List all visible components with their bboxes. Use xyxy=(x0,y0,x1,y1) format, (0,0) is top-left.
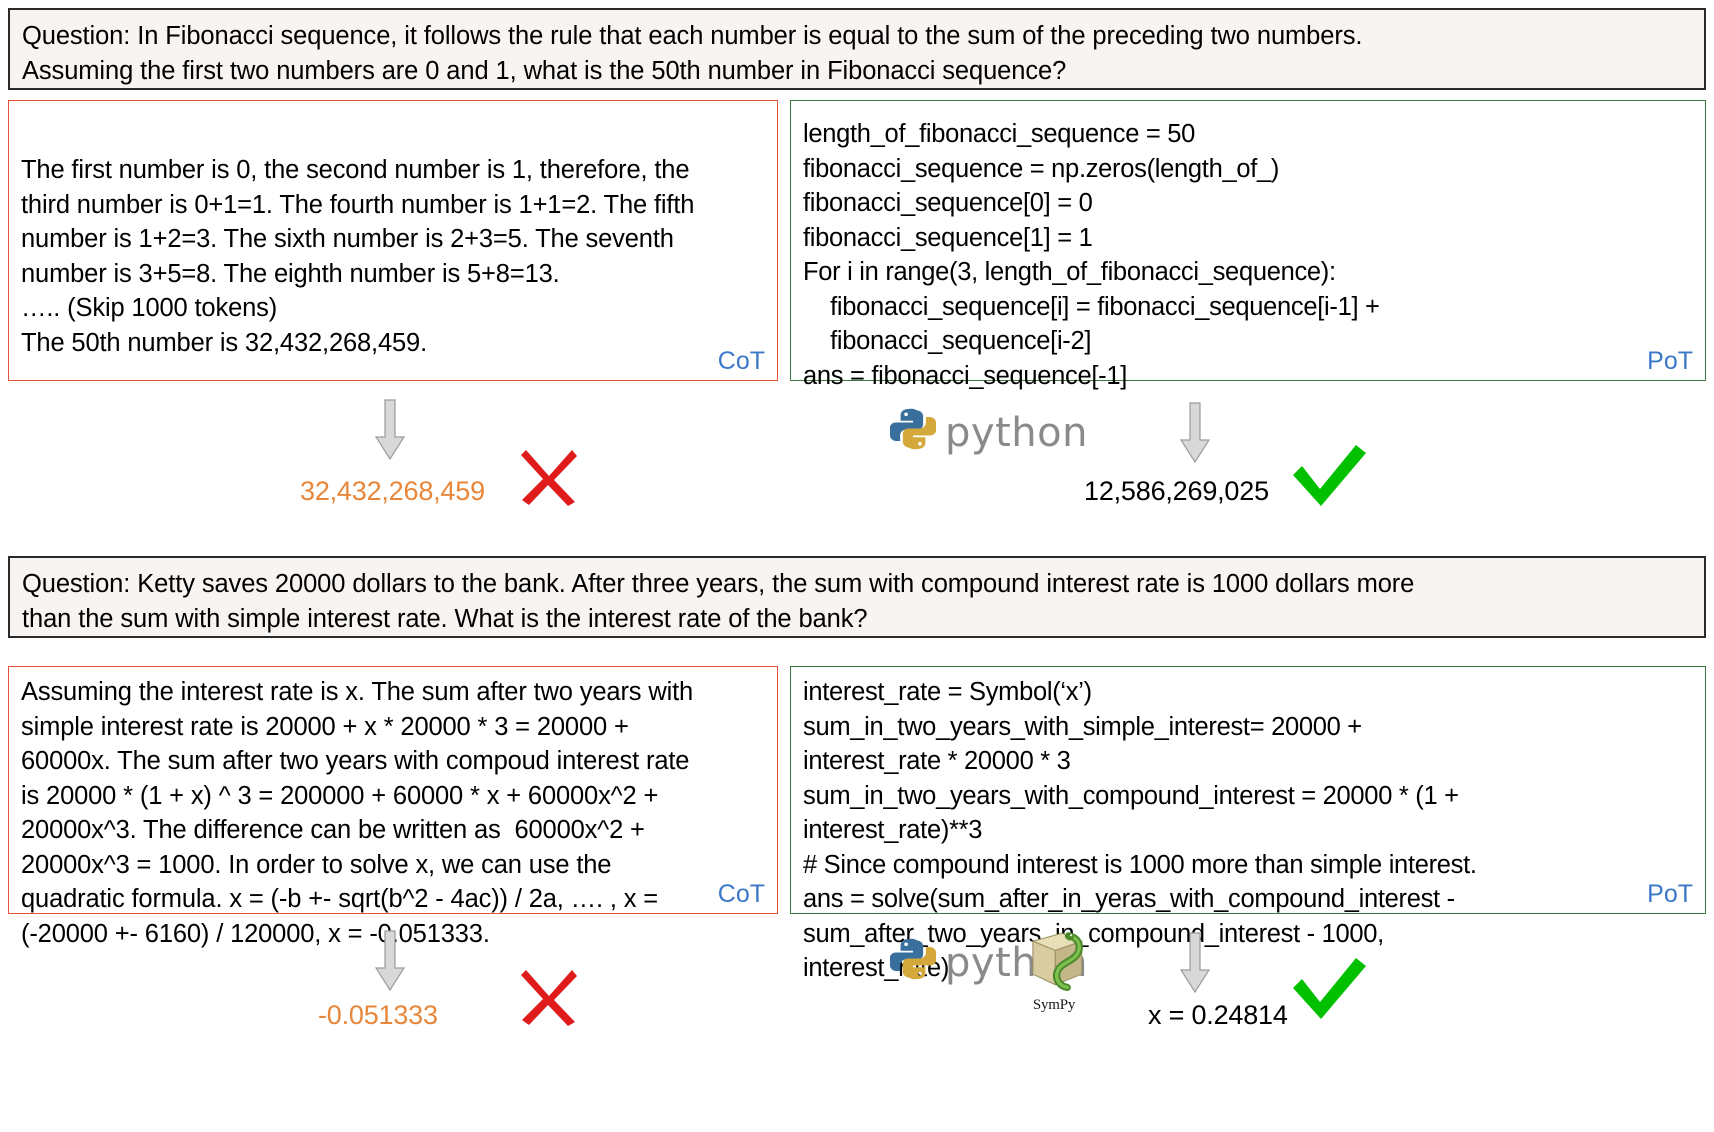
question-box-1: Question: In Fibonacci sequence, it foll… xyxy=(8,8,1706,90)
arrow-down-cot-2 xyxy=(375,930,405,992)
sympy-logo: SymPy xyxy=(1016,928,1092,1014)
question-box-2: Question: Ketty saves 20000 dollars to t… xyxy=(8,556,1706,638)
pot-tag-2: PoT xyxy=(1647,880,1693,908)
sympy-wordmark: SymPy xyxy=(1032,997,1076,1013)
check-mark-2 xyxy=(1290,957,1368,1021)
pot-panel-2: interest_rate = Symbol(‘x’) sum_in_two_y… xyxy=(790,666,1706,982)
cross-mark-1 xyxy=(520,446,578,506)
pot-panel-1: length_of_fibonacci_sequence = 50 fibona… xyxy=(790,100,1706,390)
check-mark-1 xyxy=(1290,444,1368,508)
python-snake-icon xyxy=(888,406,938,457)
cot-tag-2: CoT xyxy=(717,880,765,908)
cot-tag-1: CoT xyxy=(717,347,765,375)
pot-answer-2: x = 0.24814 xyxy=(1148,1000,1288,1030)
python-snake-icon xyxy=(888,936,938,987)
cot-text-1: The first number is 0, the second number… xyxy=(21,156,695,357)
pot-tag-1: PoT xyxy=(1647,347,1693,375)
cross-mark-2 xyxy=(520,966,578,1026)
python-wordmark: python xyxy=(945,409,1088,456)
pot-answer-1: 12,586,269,025 xyxy=(1084,476,1269,506)
question-text-1: Question: In Fibonacci sequence, it foll… xyxy=(22,22,1363,85)
python-logo-1: python xyxy=(888,406,1088,457)
sympy-snake-icon xyxy=(1021,932,1087,998)
cot-text-2: Assuming the interest rate is x. The sum… xyxy=(21,678,694,948)
arrow-down-pot-2 xyxy=(1180,932,1210,994)
cot-answer-1: 32,432,268,459 xyxy=(300,476,485,506)
question-text-2: Question: Ketty saves 20000 dollars to t… xyxy=(22,570,1415,633)
arrow-down-pot-1 xyxy=(1180,402,1210,464)
pot-text-2: interest_rate = Symbol(‘x’) sum_in_two_y… xyxy=(803,678,1477,983)
cot-panel-1: The first number is 0, the second number… xyxy=(8,100,778,381)
pot-text-1: length_of_fibonacci_sequence = 50 fibona… xyxy=(803,120,1380,390)
cot-answer-2: -0.051333 xyxy=(318,1000,438,1030)
cot-panel-2: Assuming the interest rate is x. The sum… xyxy=(8,666,778,948)
arrow-down-cot-1 xyxy=(375,399,405,461)
